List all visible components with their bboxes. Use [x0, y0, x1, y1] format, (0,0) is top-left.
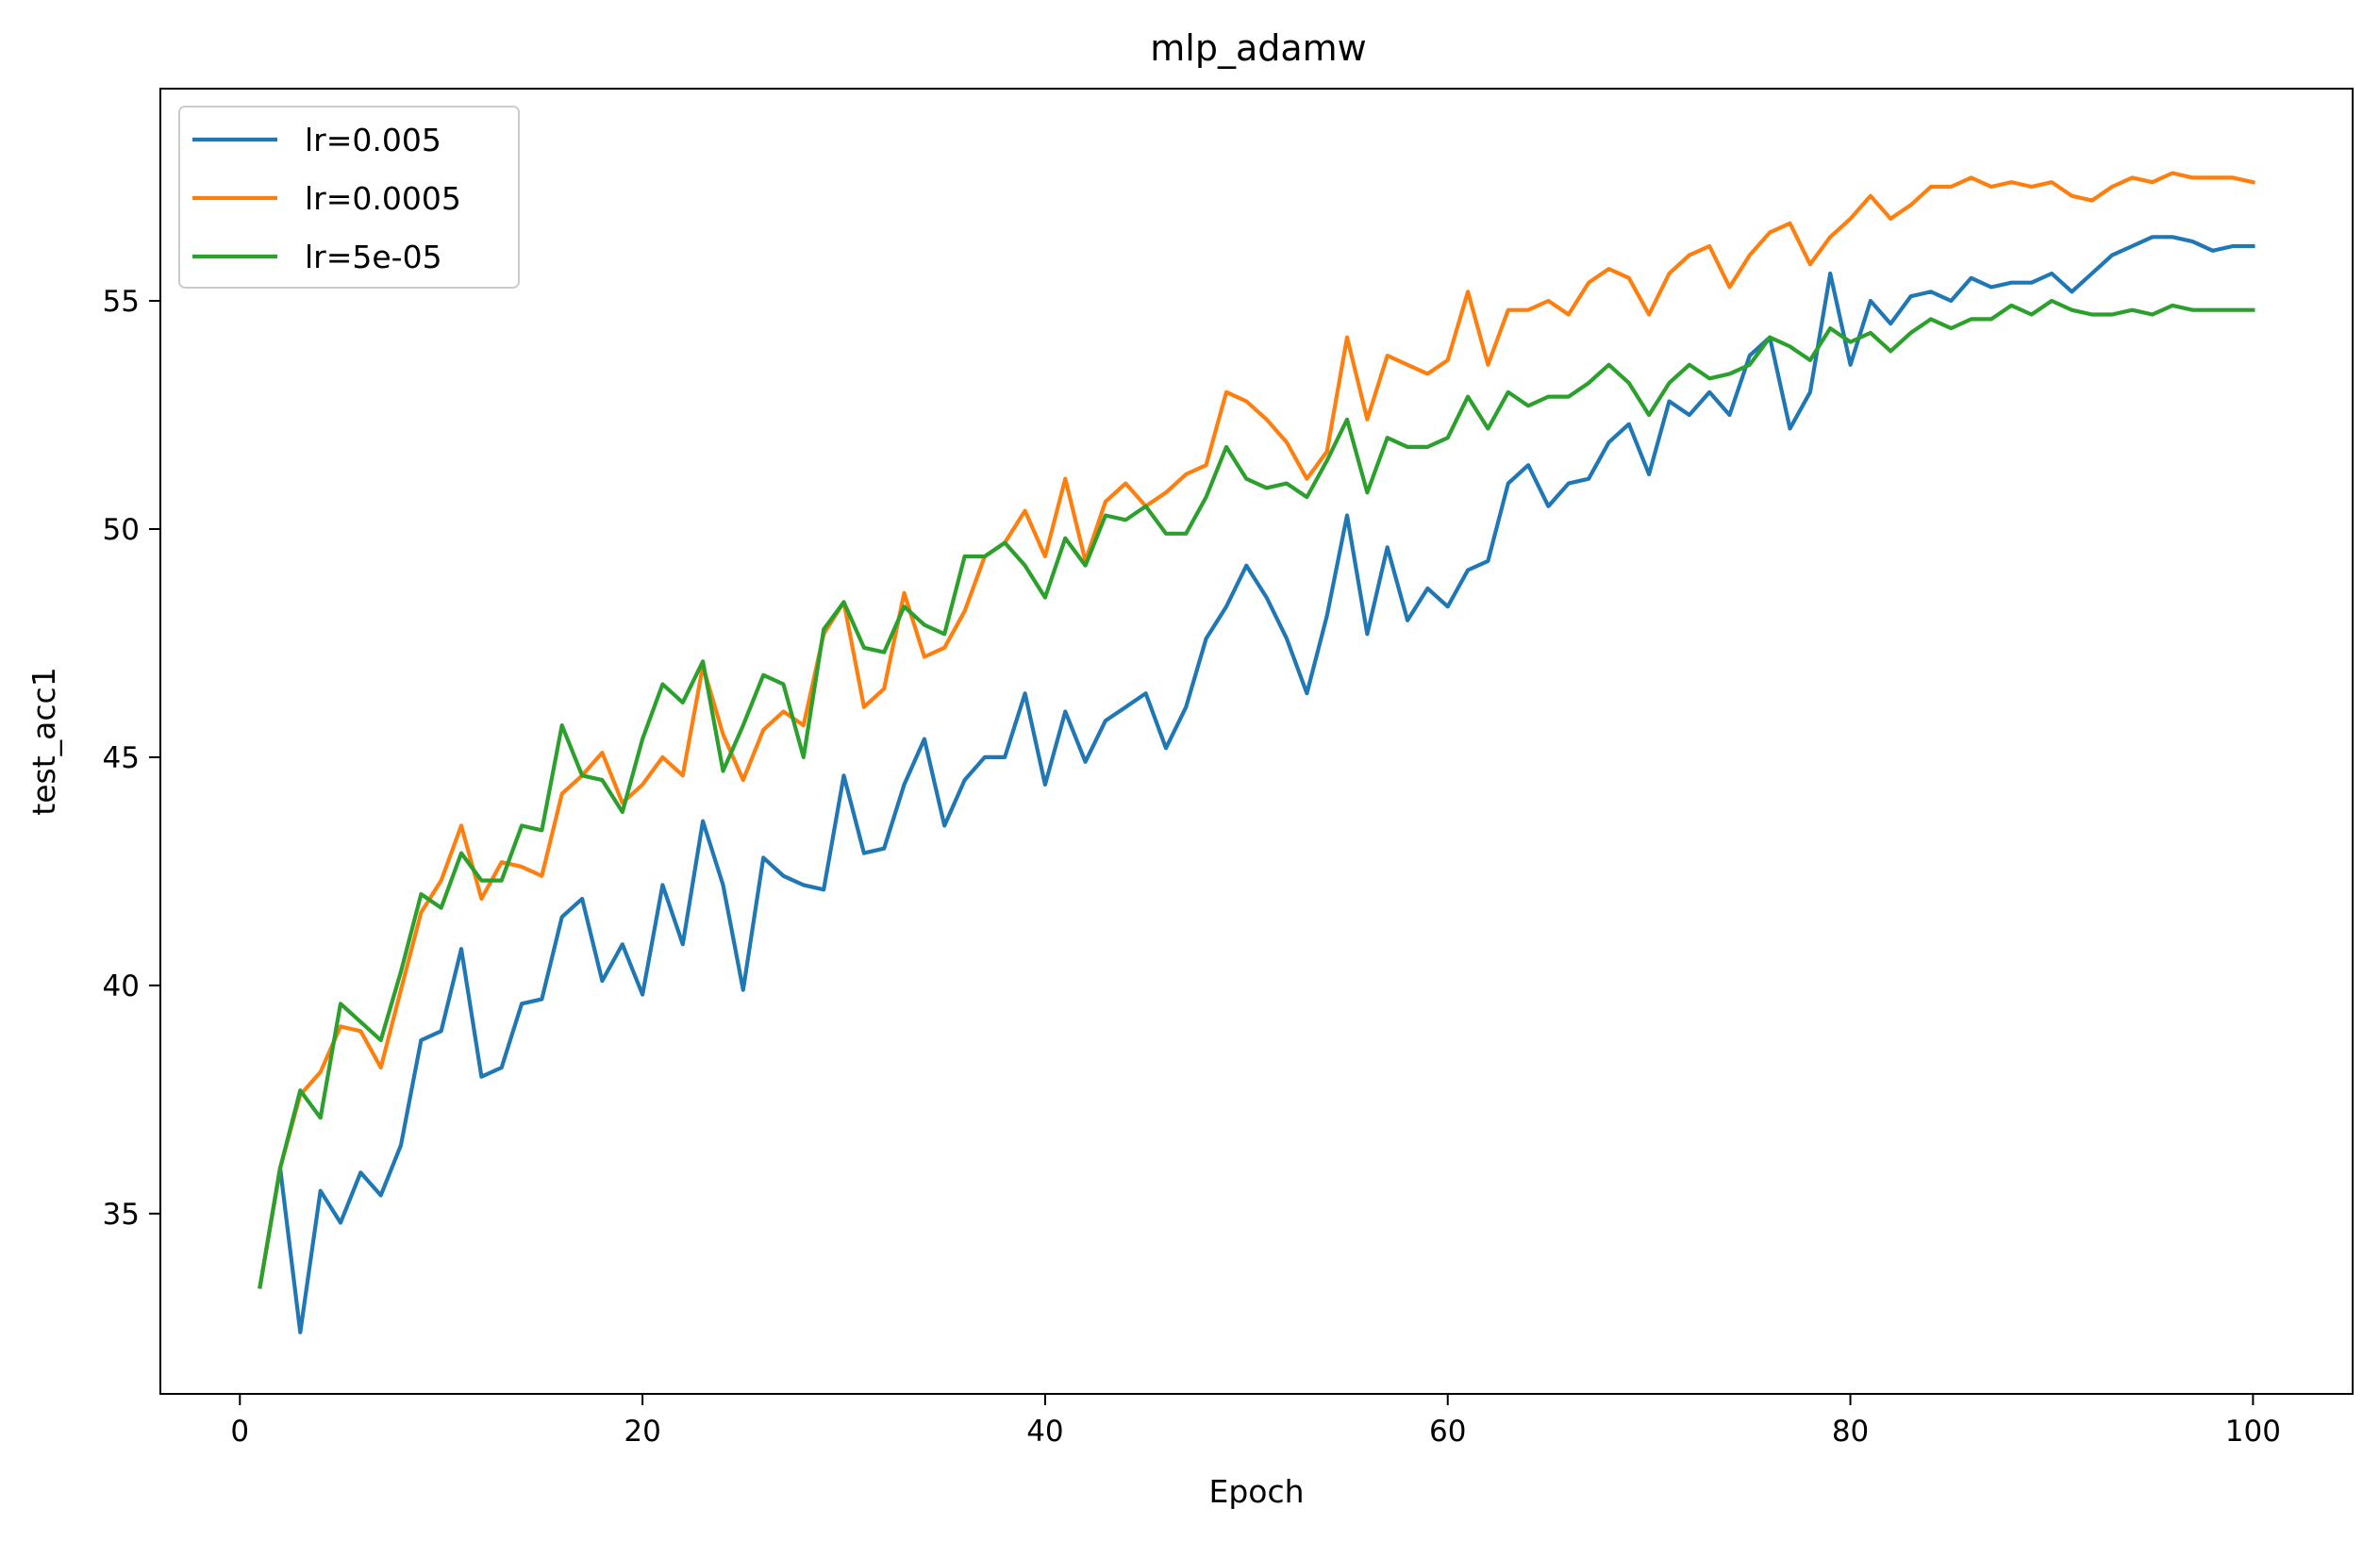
- series-line: [258, 171, 2255, 1289]
- y-tick-label: 55: [103, 285, 140, 319]
- legend-label: lr=0.0005: [305, 180, 461, 217]
- y-tick-label: 35: [103, 1198, 140, 1232]
- axis-ticks: 0 20 40 60 80 100 35 40 45 50 55: [103, 285, 2281, 1449]
- axes-frame: [159, 88, 2354, 1395]
- legend: lr=0.005 lr=0.0005 lr=5e-05: [178, 106, 520, 289]
- y-tick-label: 45: [103, 741, 140, 775]
- x-tick-label: 100: [2225, 1415, 2281, 1449]
- x-tick-label: 60: [1429, 1415, 1466, 1449]
- legend-label: lr=5e-05: [305, 239, 442, 275]
- y-axis-label: test_acc1: [25, 667, 62, 815]
- y-tick-label: 40: [103, 969, 140, 1003]
- legend-label: lr=0.005: [305, 122, 441, 158]
- chart-title: mlp_adamw: [1150, 27, 1366, 69]
- series-line: [258, 298, 2255, 1289]
- plot-area: [258, 171, 2255, 1334]
- x-tick-label: 40: [1026, 1415, 1063, 1449]
- x-tick-label: 80: [1832, 1415, 1869, 1449]
- x-tick-label: 20: [624, 1415, 660, 1449]
- legend-box: [178, 106, 520, 289]
- series-line: [258, 235, 2255, 1334]
- y-tick-label: 50: [103, 513, 140, 547]
- x-tick-label: 0: [230, 1415, 249, 1449]
- x-axis-label: Epoch: [1208, 1473, 1304, 1510]
